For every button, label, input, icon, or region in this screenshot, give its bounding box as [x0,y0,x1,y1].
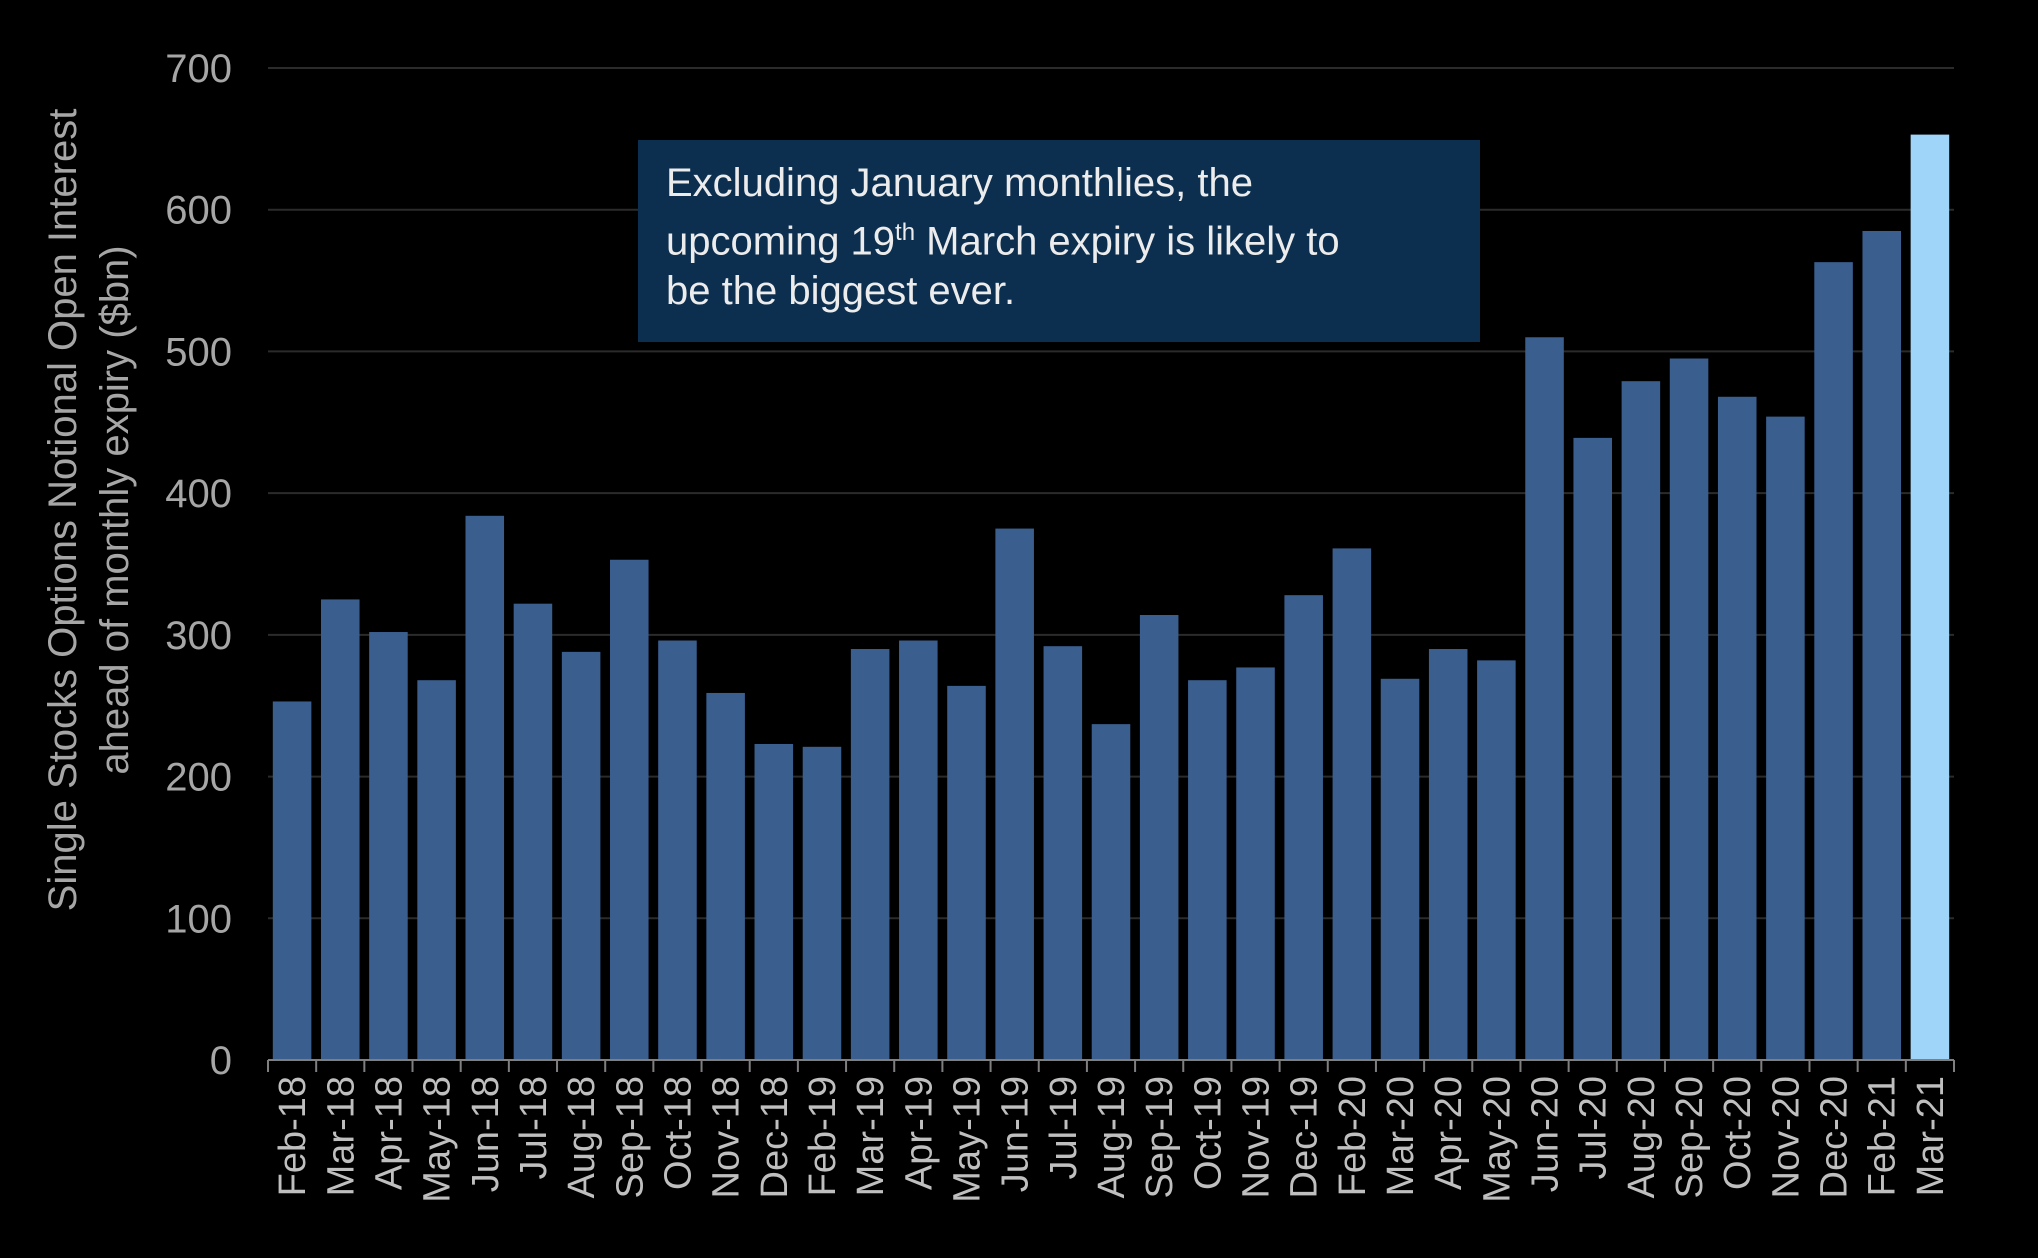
x-tick-label: Jun-20 [1525,1076,1567,1192]
annotation-box: Excluding January monthlies, the upcomin… [638,140,1480,342]
x-tick-label: Mar-21 [1910,1076,1952,1196]
bar-Nov-20 [1766,416,1805,1060]
x-tick-label: May-18 [417,1076,459,1203]
y-axis-title-line1: Single Stocks Options Notional Open Inte… [41,109,85,912]
x-tick-label: Mar-19 [850,1076,892,1196]
x-tick-label: May-19 [946,1076,988,1203]
bar-Dec-20 [1814,262,1853,1060]
bar-Feb-19 [802,746,842,1060]
y-tick-label: 700 [165,47,232,91]
bar-Oct-19 [1188,680,1227,1060]
x-tick-label: Oct-20 [1717,1076,1759,1190]
x-tick-label: Feb-20 [1332,1076,1374,1196]
y-axis-ticks: 0 100 200 300 400 500 600 700 [165,47,232,1083]
annotation-line-2-post: March expiry is likely to [915,219,1340,264]
bar-Jul-20 [1573,437,1612,1061]
y-tick-label: 200 [165,756,232,800]
bar-Dec-19 [1284,595,1323,1060]
x-tick-label: Feb-19 [802,1076,844,1196]
x-tick-label: Nov-20 [1765,1076,1807,1199]
y-axis-title-line2: ahead of monthly expiry ($bn) [93,245,137,774]
x-tick-label: Oct-18 [657,1076,699,1190]
x-tick-label: Aug-18 [561,1076,603,1199]
x-tick-label: Jul-19 [1043,1076,1085,1180]
bar-Dec-18 [754,743,794,1060]
y-tick-label: 0 [210,1039,232,1083]
bar-Mar-18 [320,599,360,1060]
x-tick-label: Aug-20 [1621,1076,1663,1199]
x-tick-label: Oct-19 [1187,1076,1229,1190]
annotation-line-2-pre: upcoming 19 [666,219,896,264]
x-tick-label: Jul-20 [1573,1076,1615,1180]
bar-Jul-18 [513,603,553,1060]
bar-Mar-20 [1380,678,1420,1060]
x-tick-label: May-20 [1476,1076,1518,1203]
bar-Mar-21 [1910,134,1950,1060]
bar-Feb-20 [1332,548,1372,1060]
y-tick-label: 300 [165,614,232,658]
y-tick-label: 100 [165,897,232,941]
bar-Apr-19 [899,640,938,1060]
bar-Feb-21 [1862,230,1902,1060]
bar-Jun-19 [995,528,1034,1060]
x-axis-labels: Feb-18 Mar-18 Apr-18 May-18 Jun-18 Jul-18 Aug-… [272,1076,1952,1203]
x-tick-label: Sep-20 [1669,1076,1711,1199]
y-tick-label: 600 [165,189,232,233]
bar-Aug-19 [1091,724,1131,1060]
bar-Jul-19 [1043,646,1083,1060]
x-tick-label: Apr-19 [898,1076,940,1190]
y-tick-label: 500 [165,330,232,374]
x-tick-label: Nov-18 [706,1076,748,1199]
annotation-line-2: upcoming 19th March expiry is likely to [666,208,1452,266]
x-tick-label: Aug-19 [1091,1076,1133,1199]
annotation-line-3: be the biggest ever. [666,269,1016,314]
bar-Nov-18 [706,692,745,1060]
x-tick-label: Nov-19 [1236,1076,1278,1199]
bar-Aug-18 [561,651,601,1060]
bar-Oct-20 [1717,396,1757,1061]
x-tick-label: Sep-19 [1139,1076,1181,1199]
bar-Nov-19 [1236,667,1275,1060]
bar-May-20 [1477,660,1516,1060]
bar-May-18 [417,680,456,1060]
bar-Sep-18 [610,559,649,1060]
y-tick-label: 400 [165,472,232,516]
bar-Oct-18 [658,640,697,1060]
bar-Mar-19 [850,649,890,1060]
bar-Jun-18 [465,515,505,1060]
x-tick-label: Feb-21 [1862,1076,1904,1196]
annotation-line-2-sup: th [895,219,916,246]
x-tick-label: Dec-20 [1814,1076,1856,1199]
x-tick-label: Feb-18 [272,1076,314,1196]
x-tick-label: Dec-18 [754,1076,796,1199]
bar-Sep-20 [1669,358,1709,1060]
x-tick-label: Dec-19 [1284,1076,1326,1199]
x-tick-label: Sep-18 [609,1076,651,1199]
x-tick-label: Mar-18 [320,1076,362,1196]
bar-Jun-20 [1525,337,1564,1060]
bar-Apr-18 [369,632,408,1060]
x-tick-label: Jun-18 [465,1076,507,1192]
x-tick-label: Mar-20 [1380,1076,1422,1196]
bars [272,134,1950,1061]
x-tick-label: Apr-18 [368,1076,410,1190]
bar-May-19 [947,685,986,1060]
bar-Aug-20 [1621,381,1661,1060]
bar-Apr-20 [1428,649,1468,1060]
x-tick-label: Jul-18 [513,1076,555,1180]
x-tick-label: Jun-19 [995,1076,1037,1192]
annotation-line-1: Excluding January monthlies, the [666,161,1253,205]
x-tick-label: Apr-20 [1428,1076,1470,1190]
x-axis [267,1059,1955,1072]
bar-Sep-19 [1139,615,1179,1060]
bar-Feb-18 [272,701,312,1060]
